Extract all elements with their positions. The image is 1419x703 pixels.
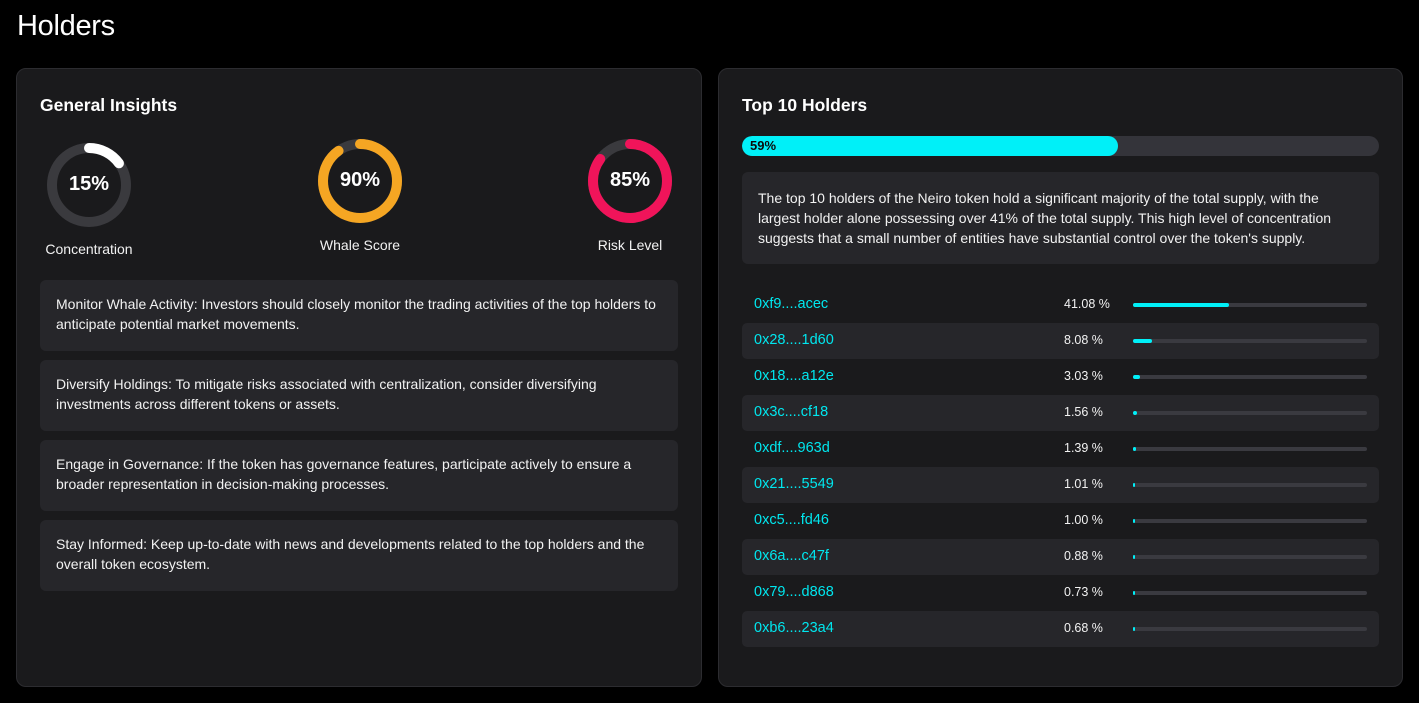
holder-row: 0xc5....fd46 1.00 % [742,503,1379,539]
top-holders-title: Top 10 Holders [742,95,868,115]
holder-share-bar [1133,375,1367,379]
holder-row: 0xdf....963d 1.39 % [742,431,1379,467]
holder-share-bar-fill [1133,519,1136,523]
holder-percent: 41.08 % [1064,297,1110,311]
holders-summary: The top 10 holders of the Neiro token ho… [742,172,1379,264]
holder-percent: 1.01 % [1064,477,1103,491]
holder-percent: 0.88 % [1064,549,1103,563]
holder-address-link[interactable]: 0x28....1d60 [754,332,834,348]
holders-list: 0xf9....acec 41.08 % 0x28....1d60 8.08 % 0x1… [742,287,1379,647]
risk-level-ring [588,139,672,223]
holder-percent: 8.08 % [1064,333,1103,347]
concentration-gauge: 15% Concentration [45,141,133,261]
holder-address-link[interactable]: 0x3c....cf18 [754,404,829,420]
holder-row: 0x3c....cf18 1.56 % [742,395,1379,431]
holder-address-link[interactable]: 0x21....5549 [754,476,834,492]
holder-percent: 1.00 % [1064,513,1103,527]
general-insights-panel: General Insights 15% Concentration 90% W… [16,68,702,687]
top-holders-panel: Top 10 Holders 59% The top 10 holders of… [718,68,1403,687]
holder-share-bar [1133,303,1367,307]
holder-address-link[interactable]: 0xdf....963d [754,440,830,456]
general-insights-title: General Insights [40,95,178,115]
holder-share-bar-fill [1133,411,1137,415]
holder-percent: 0.73 % [1064,585,1103,599]
holder-share-bar-fill [1133,303,1230,307]
holder-address-link[interactable]: 0xf9....acec [754,296,829,312]
holder-share-bar-fill [1133,375,1141,379]
holder-share-bar-fill [1133,627,1136,631]
holder-share-bar-fill [1133,483,1136,487]
whale-score-label: Whale Score [319,237,401,253]
risk-level-label: Risk Level [597,237,663,253]
holder-address-link[interactable]: 0xb6....23a4 [754,620,834,636]
recommendation-card: Engage in Governance: If the token has g… [40,440,678,511]
top-holders-supply-bar: 59% [742,136,1379,156]
holder-address-link[interactable]: 0x6a....c47f [754,548,829,564]
holder-address-link[interactable]: 0x79....d868 [754,584,834,600]
holder-share-bar [1133,627,1367,631]
holder-row: 0x28....1d60 8.08 % [742,323,1379,359]
risk-level-gauge: 85% Risk Level [586,137,674,257]
page-title: Holders [17,10,115,42]
supply-percent-label: 59% [750,138,777,153]
holder-share-bar [1133,447,1367,451]
holder-share-bar-fill [1133,447,1137,451]
holder-share-bar-fill [1133,339,1152,343]
holder-address-link[interactable]: 0xc5....fd46 [754,512,829,528]
holder-percent: 1.39 % [1064,441,1103,455]
recommendation-card: Diversify Holdings: To mitigate risks as… [40,360,678,431]
whale-score-value: 90% [339,169,381,191]
holder-address-link[interactable]: 0x18....a12e [754,368,834,384]
holder-row: 0x79....d868 0.73 % [742,575,1379,611]
holder-percent: 0.68 % [1064,621,1103,635]
whale-score-gauge: 90% Whale Score [316,137,404,257]
holder-row: 0xb6....23a4 0.68 % [742,611,1379,647]
concentration-ring [47,143,131,227]
risk-level-value: 85% [609,169,651,191]
recommendation-card: Stay Informed: Keep up-to-date with news… [40,520,678,591]
holder-share-bar [1133,555,1367,559]
concentration-label: Concentration [45,241,133,257]
concentration-value: 15% [68,173,110,195]
holder-row: 0xf9....acec 41.08 % [742,287,1379,323]
whale-score-ring [318,139,402,223]
holder-share-bar [1133,591,1367,595]
supply-bar-fill [742,136,1118,156]
holder-row: 0x6a....c47f 0.88 % [742,539,1379,575]
holder-share-bar [1133,483,1367,487]
holder-share-bar [1133,339,1367,343]
holder-share-bar [1133,411,1367,415]
holder-share-bar-fill [1133,555,1136,559]
holder-row: 0x18....a12e 3.03 % [742,359,1379,395]
recommendation-card: Monitor Whale Activity: Investors should… [40,280,678,351]
holder-percent: 3.03 % [1064,369,1103,383]
holder-percent: 1.56 % [1064,405,1103,419]
holder-share-bar [1133,519,1367,523]
holder-share-bar-fill [1133,591,1136,595]
holder-row: 0x21....5549 1.01 % [742,467,1379,503]
